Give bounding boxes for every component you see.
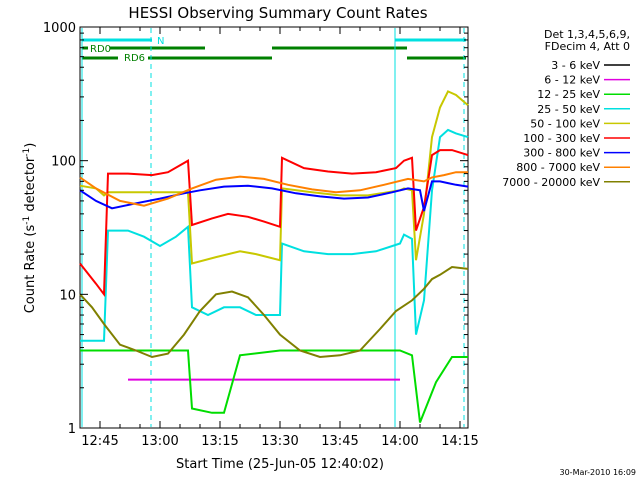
legend-label-0: 3 - 6 keV <box>551 59 600 72</box>
chart-title: HESSI Observing Summary Count Rates <box>128 4 427 22</box>
y-axis-label-mid: detector <box>23 156 38 216</box>
x-tick-label: 14:15 <box>441 434 478 449</box>
legend-label-5: 100 - 300 keV <box>523 132 600 145</box>
legend-label-1: 6 - 12 keV <box>544 74 600 87</box>
series-line-8 <box>79 265 469 359</box>
flag-rd6-label: RD6 <box>124 53 145 64</box>
y-axis-label-sup2: -1 <box>22 148 32 157</box>
legend-label-4: 50 - 100 keV <box>530 117 600 130</box>
y-axis-label-main: Count Rate (s <box>23 225 38 314</box>
flag-rd0-label: RD0 <box>90 44 111 55</box>
flag-n-label: N <box>157 36 164 47</box>
legend-label-7: 800 - 7000 keV <box>516 161 600 174</box>
y-tick-label: 1000 <box>43 21 76 36</box>
series-line-3 <box>80 128 469 342</box>
plot-frame <box>79 26 469 429</box>
footer-date: 30-Mar-2010 16:09 <box>560 468 637 477</box>
y-axis-label-end: ) <box>23 143 38 148</box>
x-tick-label: 13:00 <box>141 434 178 449</box>
x-tick-label: 12:45 <box>81 434 118 449</box>
y-tick-label: 10 <box>59 288 76 303</box>
series-line-2 <box>80 349 468 423</box>
y-tick-label: 1 <box>68 422 76 437</box>
y-tick-label: 100 <box>51 155 76 170</box>
legend-label-3: 25 - 50 keV <box>537 103 600 116</box>
legend-label-8: 7000 - 20000 keV <box>502 176 600 189</box>
legend-header-line-1: Det 1,3,4,5,6,9, <box>544 28 630 41</box>
x-tick-label: 13:45 <box>321 434 358 449</box>
legend-header-line-2: FDecim 4, Att 0 <box>545 40 630 53</box>
x-tick-label: 13:30 <box>261 434 298 449</box>
vertical-markers <box>81 28 465 427</box>
x-axis-label: Start Time (25-Jun-05 12:40:02) <box>176 457 384 472</box>
y-axis-label-sup1: -1 <box>22 216 32 225</box>
legend-label-2: 12 - 25 keV <box>537 88 600 101</box>
y-axis-label: Count Rate (s-1 detector-1) <box>22 143 38 314</box>
legend-label-6: 300 - 800 keV <box>523 147 600 160</box>
series-line-4 <box>79 90 469 265</box>
legend: Det 1,3,4,5,6,9, FDecim 4, Att 0 3 - 6 k… <box>502 28 630 189</box>
series-line-7 <box>79 171 468 207</box>
x-tick-label: 13:15 <box>201 434 238 449</box>
series-line-6 <box>79 180 469 212</box>
series-layer <box>79 90 469 423</box>
axes-layer: 12:45 13:00 13:15 13:30 13:45 14:00 14:15 1 10 10… <box>43 21 479 449</box>
observing-flags: N RD0 RD6 <box>82 36 466 64</box>
x-tick-label: 14:00 <box>381 434 418 449</box>
series-line-5 <box>79 149 469 298</box>
